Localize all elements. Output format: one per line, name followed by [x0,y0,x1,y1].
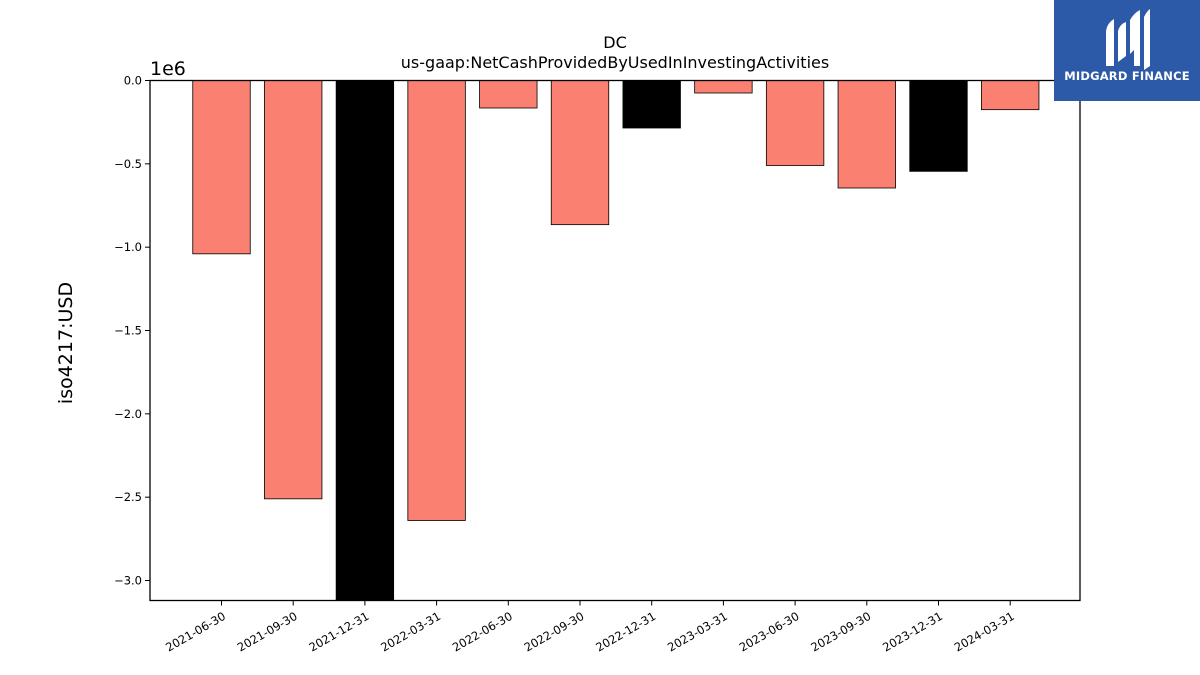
bar-2021-06-30 [192,80,251,255]
x-ticks-group: 2021-06-30 2021-09-30 2021-12-31 2022-03-31… [163,600,1017,655]
logo-mark-icon [1106,9,1150,70]
chart-subtitle: us-gaap:NetCashProvidedByUsedInInvesting… [401,53,829,72]
y-tick-label: −1.5 [114,324,142,338]
y-axis-label: iso4217:USD [55,282,77,404]
bar-2022-06-30 [479,80,538,109]
x-tick-label: 2022-03-31 [378,609,443,655]
x-tick-label: 2021-06-30 [163,609,228,655]
x-tick-label: 2022-06-30 [450,609,515,655]
y-tick-label: −0.5 [114,157,142,171]
x-tick-label: 2024-03-31 [952,609,1017,655]
y-tick-label: −2.0 [114,407,142,421]
y-tick-label: −1.0 [114,240,142,254]
plot-frame [149,79,1081,602]
y-tick-label: −3.0 [114,574,142,588]
x-tick-label: 2023-03-31 [665,609,730,655]
x-tick-label: 2023-09-30 [808,609,873,655]
x-tick-label: 2023-06-30 [737,609,802,655]
bar-2022-12-31 [622,80,681,129]
bar-2022-09-30 [550,80,610,226]
x-tick-label: 2023-12-31 [880,609,945,655]
y-tick-label: 0.0 [124,74,142,88]
bar-2022-03-31 [407,80,466,521]
bar-2024-03-31 [981,80,1040,111]
bar-2021-12-31 [335,80,395,601]
bars-group [192,80,1040,601]
x-tick-label: 2022-09-30 [522,609,587,655]
x-tick-label: 2021-09-30 [235,609,300,655]
bar-2023-09-30 [837,80,896,189]
bar-2023-03-31 [694,80,753,94]
bar-2023-12-31 [909,80,968,172]
x-tick-label: 2022-12-31 [593,609,658,655]
y-tick-label: −2.5 [114,490,142,504]
logo-text: MIDGARD FINANCE [1064,69,1190,83]
midgard-finance-logo: MIDGARD FINANCE [1054,0,1200,101]
x-tick-label: 2021-12-31 [307,609,372,655]
y-scale-label: 1e6 [150,58,186,80]
y-ticks-group: 0.0 −0.5 −1.0 −1.5 −2.0 −2.5 −3.0 [114,74,150,588]
bar-2021-09-30 [264,80,323,500]
bar-2023-06-30 [765,80,825,166]
chart-title: DC [603,33,627,52]
